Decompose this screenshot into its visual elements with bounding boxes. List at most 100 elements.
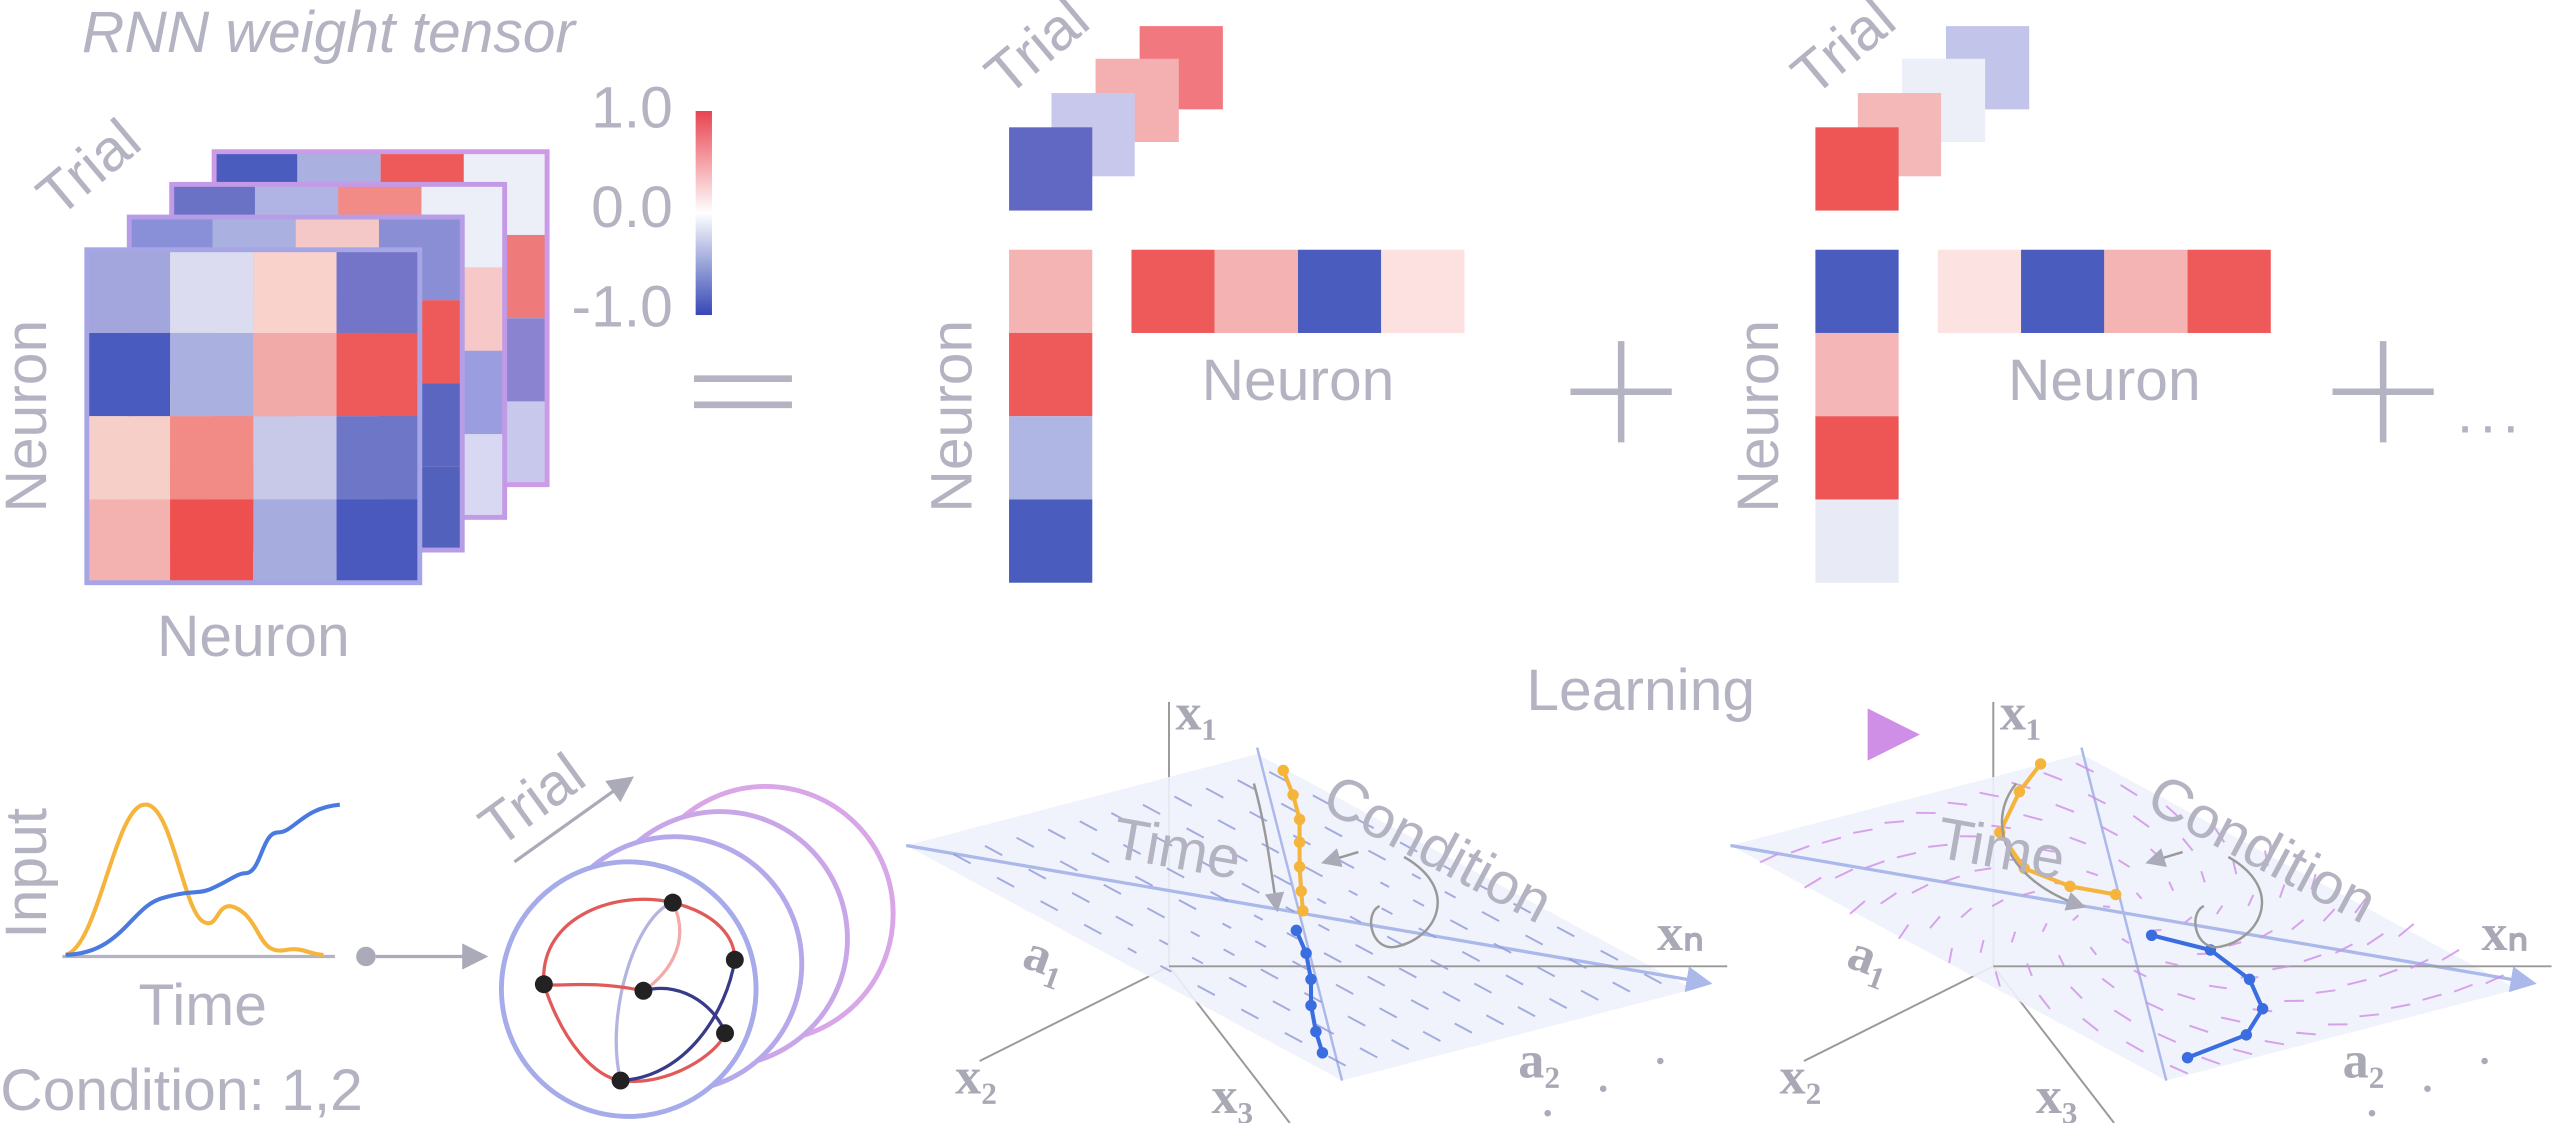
heatmap-border — [84, 247, 423, 586]
heatmap-cell — [86, 499, 171, 583]
condition-label: Condition: 1,2 — [0, 1058, 363, 1123]
flow-arrow — [1444, 890, 1457, 899]
axis — [1803, 965, 1994, 1062]
heatmap-cell — [1297, 249, 1382, 333]
node — [725, 950, 744, 969]
flow-arrow — [2182, 837, 2194, 852]
flow-arrow — [2075, 762, 2094, 773]
flow-arrow — [2485, 974, 2504, 985]
flow-arrow — [1261, 842, 1280, 854]
flow-arrow — [1349, 915, 1362, 924]
flow-arrow — [2366, 932, 2384, 946]
row-label: Neuron — [920, 320, 985, 513]
flow-arrow — [1853, 828, 1873, 834]
flow-arrow — [1821, 836, 1842, 844]
flow-arrow — [1513, 902, 1532, 914]
heatmap-cell — [253, 416, 337, 500]
flow-arrow — [2441, 949, 2460, 961]
flow-arrow — [1047, 828, 1066, 840]
flow-arrow — [1317, 923, 1330, 932]
row-label: Neuron — [0, 320, 59, 513]
trajectory-point — [2110, 888, 2122, 901]
trajectory — [1997, 762, 2117, 897]
axis-label: xₙ — [2481, 904, 2528, 962]
flow-arrow — [1253, 914, 1264, 921]
flow-arrow — [1223, 948, 1235, 957]
trial-factor — [1009, 127, 1093, 211]
flow-arrow — [1191, 956, 1204, 965]
flow-arrow — [1186, 827, 1205, 839]
flow-arrow — [1790, 844, 1810, 854]
heatmap-cell — [336, 249, 420, 333]
flow-arrow — [1849, 900, 1866, 915]
flow-arrow — [1556, 926, 1575, 938]
input-node — [356, 946, 376, 967]
flow-arrow — [1928, 843, 1948, 848]
col-label: Neuron — [2008, 348, 2201, 413]
condition-arrow — [2145, 848, 2183, 867]
flow-arrow — [1517, 1006, 1536, 1018]
plane-edge — [2080, 747, 2168, 1081]
flow-arrow — [1430, 959, 1449, 971]
flow-arrow — [2310, 873, 2317, 890]
heatmap-cell — [86, 416, 171, 500]
trajectory-point — [1293, 836, 1306, 848]
flow-arrow — [2165, 961, 2179, 967]
condition-arrow — [2194, 855, 2263, 949]
flow-arrow — [2055, 803, 2075, 813]
trajectory-point — [2018, 862, 2031, 875]
flow-arrow — [2026, 963, 2033, 977]
flow-arrow — [2022, 890, 2036, 896]
flow-arrow — [2232, 1048, 2253, 1056]
flow-arrow — [1154, 835, 1173, 847]
flow-arrow — [2410, 958, 2429, 970]
flow-arrow — [1505, 974, 1524, 986]
flow-arrow — [2125, 1041, 2144, 1053]
flow-arrow — [1228, 976, 1247, 988]
flow-arrow — [1127, 947, 1137, 954]
flow-arrow — [1286, 932, 1299, 940]
flow-arrow — [2118, 859, 2131, 868]
flow-arrow — [1205, 787, 1224, 799]
flow-arrow — [1475, 882, 1488, 891]
flow-arrow — [2169, 1064, 2189, 1075]
flow-arrow — [1359, 1047, 1378, 1059]
heatmap-cell — [336, 416, 420, 500]
flow-arrow — [1600, 949, 1619, 961]
flow-arrow — [1079, 820, 1098, 832]
flow-arrow — [1335, 983, 1354, 995]
heatmap-cell — [1214, 249, 1298, 333]
flow-arrow — [1040, 900, 1059, 912]
colorbar — [695, 110, 712, 316]
flow-arrow — [2335, 943, 2354, 954]
input-curve — [64, 802, 324, 957]
trial-factor — [1815, 127, 1899, 211]
heatmap-cell — [1009, 249, 1093, 333]
flow-arrow — [1461, 950, 1481, 962]
flow-arrow — [2272, 965, 2291, 971]
flow-arrow — [1348, 889, 1358, 897]
trial-arrow — [513, 776, 635, 864]
trajectory-point — [2145, 929, 2158, 942]
heatmap-cell — [1815, 249, 1899, 333]
flow-arrow — [2322, 908, 2336, 922]
flow-arrow — [1411, 873, 1422, 880]
flow-arrow — [1568, 957, 1587, 969]
heatmap-cell — [170, 499, 254, 583]
flow-arrow — [1315, 1023, 1335, 1035]
flow-arrow — [1381, 907, 1393, 915]
flow-arrow — [2082, 1017, 2099, 1032]
flow-arrow — [2264, 850, 2269, 867]
flow-arrow — [2278, 884, 2286, 898]
axis-label: x₁ — [2000, 684, 2042, 742]
flow-arrow — [1260, 968, 1279, 980]
flow-arrow — [1834, 868, 1854, 879]
flow-arrow — [1083, 923, 1102, 935]
flow-arrow — [1316, 897, 1327, 905]
ellipsis-dot — [2481, 1057, 2488, 1065]
heatmap-cell — [1381, 249, 1465, 333]
connection — [542, 897, 737, 985]
flow-arrow — [2200, 870, 2206, 883]
